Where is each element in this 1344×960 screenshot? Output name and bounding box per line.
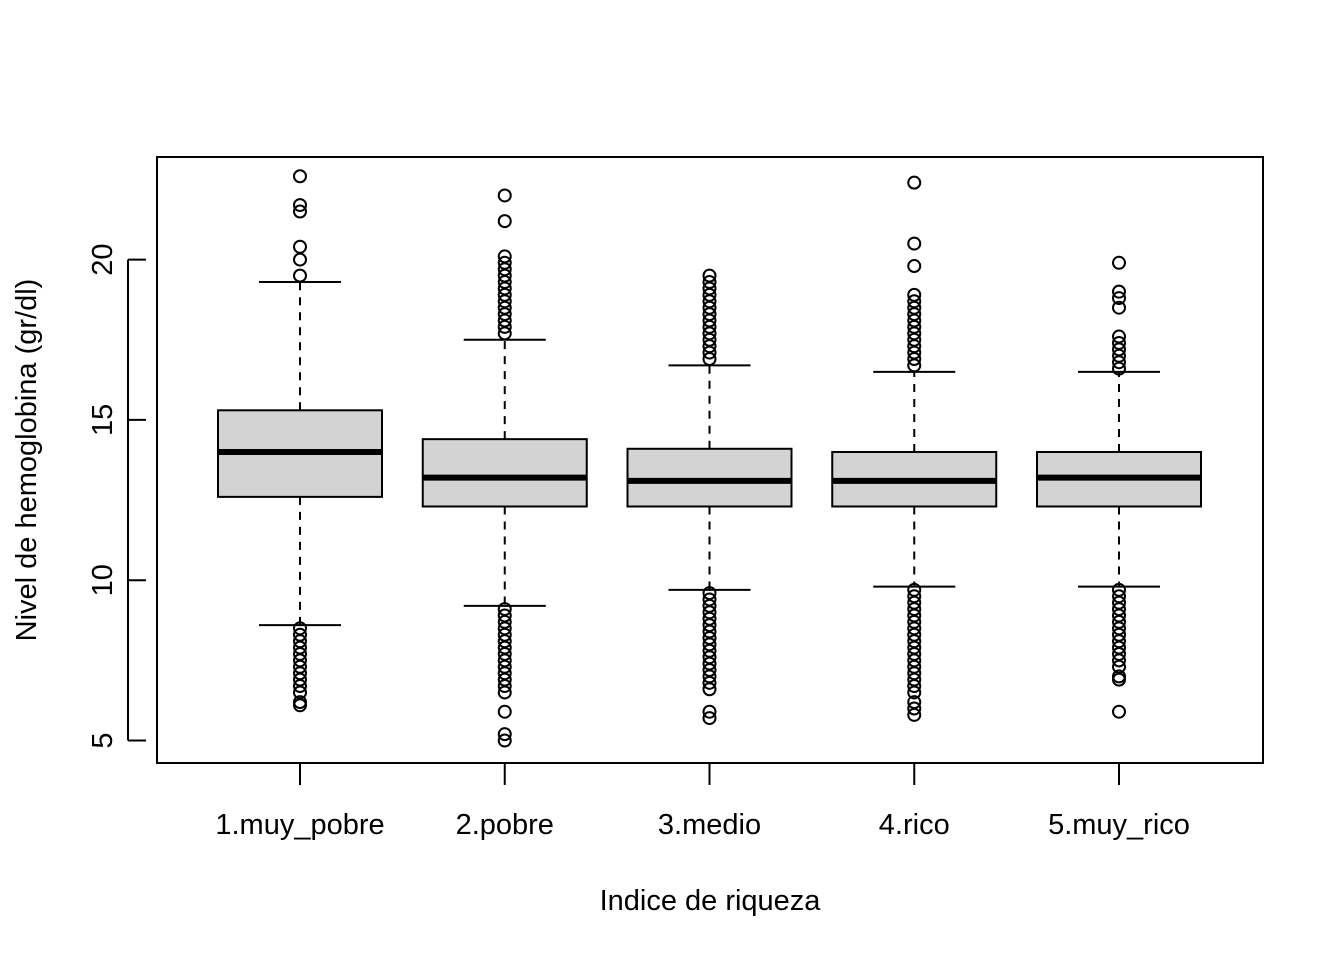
- outlier-point: [497, 679, 512, 694]
- box-group: [1036, 255, 1202, 719]
- outlier-point: [293, 698, 307, 713]
- box-group: [421, 188, 588, 748]
- outlier-point: [1112, 672, 1126, 687]
- outlier-point: [293, 268, 307, 283]
- outlier-point: [907, 175, 922, 190]
- outlier-point: [497, 188, 512, 203]
- outlier-point: [1112, 284, 1126, 299]
- outlier-point: [1112, 291, 1126, 306]
- outlier-point: [907, 236, 922, 251]
- outlier-point: [702, 682, 717, 697]
- y-axis: 5 10 15 20: [87, 243, 146, 749]
- outlier-point: [1112, 361, 1126, 376]
- outlier-point: [702, 704, 717, 719]
- box-group: [831, 175, 998, 722]
- outlier-point: [907, 707, 922, 722]
- outlier-point: [907, 358, 922, 373]
- outlier-point: [1112, 653, 1126, 668]
- x-tick-label: 5.muy_rico: [1048, 809, 1190, 841]
- outlier-point: [497, 214, 512, 229]
- outlier-point: [497, 704, 512, 719]
- outlier-point: [702, 675, 717, 690]
- outlier-point: [1112, 704, 1126, 719]
- x-axis-title: Indice de riqueza: [600, 885, 822, 917]
- outlier-point: [293, 679, 307, 694]
- outlier-point: [293, 204, 307, 219]
- outlier-point: [702, 345, 717, 360]
- x-tick-label: 3.medio: [658, 809, 761, 841]
- outlier-point: [1112, 300, 1126, 315]
- iqr-box: [421, 438, 588, 508]
- outlier-point: [702, 352, 717, 366]
- y-tick-label: 10: [87, 564, 119, 596]
- plot-frame: [156, 156, 1264, 764]
- x-tick-label: 4.rico: [879, 809, 950, 841]
- x-tick-label: 1.muy_pobre: [215, 809, 384, 841]
- y-tick-label: 5: [87, 732, 119, 748]
- outlier-point: [907, 679, 922, 694]
- x-axis: 1.muy_pobre 2.pobre 3.medio 4.rico 5.muy_ric…: [215, 763, 1190, 841]
- outlier-point: [1112, 355, 1126, 370]
- outlier-point: [497, 685, 512, 700]
- outlier-point: [293, 169, 307, 184]
- outlier-point: [497, 733, 512, 748]
- outlier-point: [702, 711, 717, 726]
- box-group: [217, 169, 383, 713]
- outlier-point: [1112, 255, 1126, 270]
- outlier-point: [497, 319, 512, 334]
- y-axis-title: Nivel de hemoglobina (gr/dl): [11, 279, 43, 642]
- outlier-point: [293, 252, 307, 267]
- y-tick-label: 15: [87, 404, 119, 436]
- iqr-box: [626, 447, 793, 508]
- outlier-point: [497, 727, 512, 742]
- box-group: [626, 268, 793, 726]
- x-tick-label: 2.pobre: [456, 809, 554, 841]
- outlier-point: [497, 326, 512, 341]
- outlier-point: [907, 259, 922, 274]
- outlier-point: [907, 352, 922, 366]
- outlier-point: [293, 198, 307, 213]
- chart-marks: [217, 169, 1202, 748]
- outlier-point: [907, 701, 922, 716]
- y-tick-label: 20: [87, 243, 119, 275]
- outlier-point: [907, 685, 922, 700]
- outlier-point: [293, 239, 307, 254]
